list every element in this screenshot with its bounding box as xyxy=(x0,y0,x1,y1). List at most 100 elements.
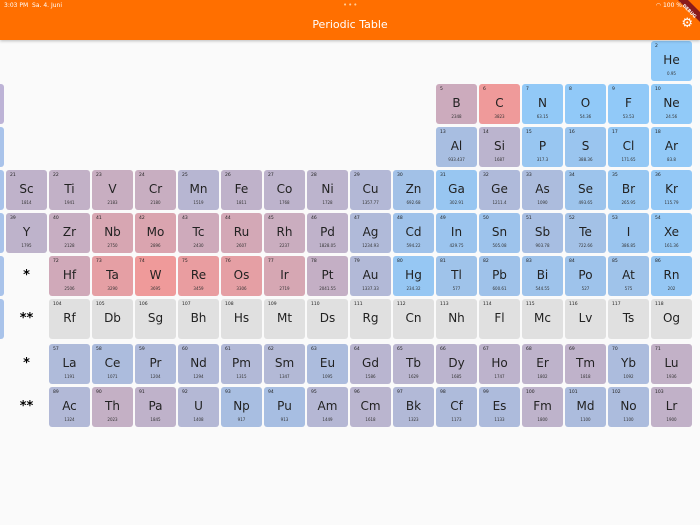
element-cell-as[interactable]: 33 As 1090 xyxy=(522,170,563,210)
element-cell-n[interactable]: 7 N 63.15 xyxy=(522,84,563,124)
element-cell-rh[interactable]: 45 Rh 2237 xyxy=(264,213,305,253)
element-cell-mo[interactable]: 42 Mo 2896 xyxy=(135,213,176,253)
element-cell-pa[interactable]: 91 Pa 1845 xyxy=(135,387,176,427)
element-cell-th[interactable]: 90 Th 2023 xyxy=(92,387,133,427)
element-cell-at[interactable]: 85 At 575 xyxy=(608,256,649,296)
element-cell-ta[interactable]: 73 Ta 3290 xyxy=(92,256,133,296)
element-cell-partial[interactable] xyxy=(0,213,4,253)
element-cell-se[interactable]: 34 Se 493.65 xyxy=(565,170,606,210)
element-cell-partial[interactable] xyxy=(0,84,4,124)
element-cell-tm[interactable]: 69 Tm 1818 xyxy=(565,344,606,384)
element-cell-u[interactable]: 92 U 1408 xyxy=(178,387,219,427)
element-cell-co[interactable]: 27 Co 1768 xyxy=(264,170,305,210)
element-cell-partial[interactable] xyxy=(0,127,4,167)
element-cell-hf[interactable]: 72 Hf 2506 xyxy=(49,256,90,296)
element-cell-kr[interactable]: 36 Kr 115.79 xyxy=(651,170,692,210)
element-cell-rg[interactable]: 111 Rg xyxy=(350,299,391,339)
element-cell-ti[interactable]: 22 Ti 1941 xyxy=(49,170,90,210)
element-cell-br[interactable]: 35 Br 265.95 xyxy=(608,170,649,210)
element-cell-partial[interactable] xyxy=(0,170,4,210)
element-cell-y[interactable]: 39 Y 1795 xyxy=(6,213,47,253)
element-cell-zr[interactable]: 40 Zr 2128 xyxy=(49,213,90,253)
element-cell-nh[interactable]: 113 Nh xyxy=(436,299,477,339)
element-cell-s[interactable]: 16 S 388.36 xyxy=(565,127,606,167)
element-cell-er[interactable]: 68 Er 1802 xyxy=(522,344,563,384)
element-cell-db[interactable]: 105 Db xyxy=(92,299,133,339)
element-cell-os[interactable]: 76 Os 3306 xyxy=(221,256,262,296)
element-cell-cu[interactable]: 29 Cu 1357.77 xyxy=(350,170,391,210)
element-cell-sm[interactable]: 62 Sm 1347 xyxy=(264,344,305,384)
element-cell-mc[interactable]: 115 Mc xyxy=(522,299,563,339)
element-cell-fl[interactable]: 114 Fl xyxy=(479,299,520,339)
element-cell-ho[interactable]: 67 Ho 1747 xyxy=(479,344,520,384)
element-cell-al[interactable]: 13 Al 933.437 xyxy=(436,127,477,167)
gear-icon[interactable]: ⚙ xyxy=(681,16,693,31)
element-cell-o[interactable]: 8 O 54.36 xyxy=(565,84,606,124)
element-cell-bh[interactable]: 107 Bh xyxy=(178,299,219,339)
element-cell-np[interactable]: 93 Np 917 xyxy=(221,387,262,427)
element-cell-in[interactable]: 49 In 429.75 xyxy=(436,213,477,253)
element-cell-ts[interactable]: 117 Ts xyxy=(608,299,649,339)
element-cell-gd[interactable]: 64 Gd 1586 xyxy=(350,344,391,384)
element-cell-rf[interactable]: 104 Rf xyxy=(49,299,90,339)
element-cell-ag[interactable]: 47 Ag 1234.93 xyxy=(350,213,391,253)
element-cell-f[interactable]: 9 F 53.53 xyxy=(608,84,649,124)
element-cell-sn[interactable]: 50 Sn 505.08 xyxy=(479,213,520,253)
element-cell-ge[interactable]: 32 Ge 1211.4 xyxy=(479,170,520,210)
element-cell-ac[interactable]: 89 Ac 1324 xyxy=(49,387,90,427)
element-cell-b[interactable]: 5 B 2348 xyxy=(436,84,477,124)
element-cell-partial[interactable] xyxy=(0,256,4,296)
element-cell-sg[interactable]: 106 Sg xyxy=(135,299,176,339)
element-cell-pr[interactable]: 59 Pr 1204 xyxy=(135,344,176,384)
element-cell-bi[interactable]: 83 Bi 544.55 xyxy=(522,256,563,296)
element-cell-ce[interactable]: 58 Ce 1071 xyxy=(92,344,133,384)
element-cell-pu[interactable]: 94 Pu 913 xyxy=(264,387,305,427)
element-cell-md[interactable]: 101 Md 1100 xyxy=(565,387,606,427)
element-cell-tc[interactable]: 43 Tc 2430 xyxy=(178,213,219,253)
element-cell-cr[interactable]: 24 Cr 2180 xyxy=(135,170,176,210)
element-cell-cf[interactable]: 98 Cf 1173 xyxy=(436,387,477,427)
element-cell-ds[interactable]: 110 Ds xyxy=(307,299,348,339)
element-cell-ne[interactable]: 10 Ne 24.56 xyxy=(651,84,692,124)
element-cell-fm[interactable]: 100 Fm 1800 xyxy=(522,387,563,427)
element-cell-cd[interactable]: 48 Cd 594.22 xyxy=(393,213,434,253)
element-cell-te[interactable]: 52 Te 722.66 xyxy=(565,213,606,253)
element-cell-tb[interactable]: 65 Tb 1629 xyxy=(393,344,434,384)
element-cell-fe[interactable]: 26 Fe 1811 xyxy=(221,170,262,210)
element-cell-hs[interactable]: 108 Hs xyxy=(221,299,262,339)
element-cell-lu[interactable]: 71 Lu 1936 xyxy=(651,344,692,384)
element-cell-mt[interactable]: 109 Mt xyxy=(264,299,305,339)
element-cell-hg[interactable]: 80 Hg 234.32 xyxy=(393,256,434,296)
element-cell-xe[interactable]: 54 Xe 161.36 xyxy=(651,213,692,253)
element-cell-nd[interactable]: 60 Nd 1294 xyxy=(178,344,219,384)
element-cell-yb[interactable]: 70 Yb 1092 xyxy=(608,344,649,384)
element-cell-rn[interactable]: 86 Rn 202 xyxy=(651,256,692,296)
element-cell-lv[interactable]: 116 Lv xyxy=(565,299,606,339)
element-cell-re[interactable]: 75 Re 3459 xyxy=(178,256,219,296)
element-cell-he[interactable]: 2 He 0.95 xyxy=(651,41,692,81)
element-cell-eu[interactable]: 63 Eu 1095 xyxy=(307,344,348,384)
element-cell-au[interactable]: 79 Au 1337.33 xyxy=(350,256,391,296)
element-cell-am[interactable]: 95 Am 1449 xyxy=(307,387,348,427)
element-cell-bk[interactable]: 97 Bk 1323 xyxy=(393,387,434,427)
element-cell-c[interactable]: 6 C 3823 xyxy=(479,84,520,124)
element-cell-ru[interactable]: 44 Ru 2607 xyxy=(221,213,262,253)
element-cell-pm[interactable]: 61 Pm 1315 xyxy=(221,344,262,384)
element-cell-mn[interactable]: 25 Mn 1519 xyxy=(178,170,219,210)
element-cell-zn[interactable]: 30 Zn 692.68 xyxy=(393,170,434,210)
element-cell-sc[interactable]: 21 Sc 1814 xyxy=(6,170,47,210)
element-cell-pb[interactable]: 82 Pb 600.61 xyxy=(479,256,520,296)
element-cell-og[interactable]: 118 Og xyxy=(651,299,692,339)
element-cell-pd[interactable]: 46 Pd 1828.05 xyxy=(307,213,348,253)
element-cell-cl[interactable]: 17 Cl 171.65 xyxy=(608,127,649,167)
element-cell-po[interactable]: 84 Po 527 xyxy=(565,256,606,296)
element-cell-dy[interactable]: 66 Dy 1685 xyxy=(436,344,477,384)
element-cell-pt[interactable]: 78 Pt 2041.55 xyxy=(307,256,348,296)
element-cell-es[interactable]: 99 Es 1133 xyxy=(479,387,520,427)
element-cell-nb[interactable]: 41 Nb 2750 xyxy=(92,213,133,253)
element-cell-p[interactable]: 15 P 317.3 xyxy=(522,127,563,167)
element-cell-ni[interactable]: 28 Ni 1728 xyxy=(307,170,348,210)
element-cell-lr[interactable]: 103 Lr 1900 xyxy=(651,387,692,427)
element-cell-ir[interactable]: 77 Ir 2719 xyxy=(264,256,305,296)
element-cell-cn[interactable]: 112 Cn xyxy=(393,299,434,339)
